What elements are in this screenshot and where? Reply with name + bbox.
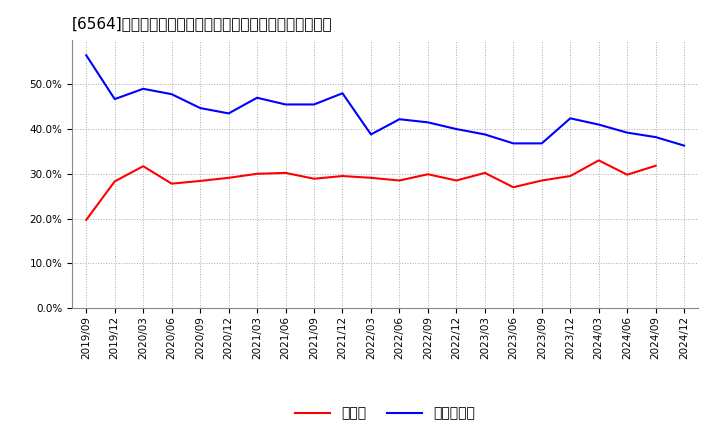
有利子負債 xyxy=(537,141,546,146)
現須金 xyxy=(366,175,375,180)
有利子負債 xyxy=(652,135,660,140)
現須金 xyxy=(395,178,404,183)
有利子負債 xyxy=(423,120,432,125)
有利子負債 xyxy=(509,141,518,146)
有利子負債 xyxy=(395,117,404,122)
有利子負債 xyxy=(82,53,91,58)
現須金 xyxy=(282,170,290,176)
有利子負債 xyxy=(680,143,688,148)
現須金 xyxy=(509,185,518,190)
現須金 xyxy=(537,178,546,183)
現須金 xyxy=(167,181,176,186)
有利子負債 xyxy=(338,91,347,96)
現須金 xyxy=(566,173,575,179)
有利子負債 xyxy=(310,102,318,107)
有利子負債 xyxy=(225,111,233,116)
有利子負債 xyxy=(139,86,148,92)
Line: 有利子負債: 有利子負債 xyxy=(86,55,684,146)
現須金 xyxy=(595,158,603,163)
Line: 現須金: 現須金 xyxy=(86,160,656,220)
現須金 xyxy=(452,178,461,183)
Text: [6564]　現須金、有利子負債の総資産に対する比率の推移: [6564] 現須金、有利子負債の総資産に対する比率の推移 xyxy=(72,16,333,32)
有利子負債 xyxy=(452,126,461,132)
現須金 xyxy=(423,172,432,177)
現須金 xyxy=(253,171,261,176)
有利子負債 xyxy=(595,122,603,127)
現須金 xyxy=(139,164,148,169)
有利子負債 xyxy=(282,102,290,107)
現須金 xyxy=(225,175,233,180)
有利子負債 xyxy=(366,132,375,137)
有利子負債 xyxy=(480,132,489,137)
現須金 xyxy=(623,172,631,177)
有利子負債 xyxy=(167,92,176,97)
有利子負債 xyxy=(566,116,575,121)
有利子負債 xyxy=(623,130,631,135)
現須金 xyxy=(196,178,204,183)
Legend: 現須金, 有利子負債: 現須金, 有利子負債 xyxy=(290,401,480,426)
有利子負債 xyxy=(196,106,204,111)
有利子負債 xyxy=(253,95,261,100)
有利子負債 xyxy=(110,96,119,102)
現須金 xyxy=(82,217,91,223)
現須金 xyxy=(652,163,660,169)
現須金 xyxy=(480,170,489,176)
現須金 xyxy=(110,179,119,184)
現須金 xyxy=(338,173,347,179)
現須金 xyxy=(310,176,318,181)
